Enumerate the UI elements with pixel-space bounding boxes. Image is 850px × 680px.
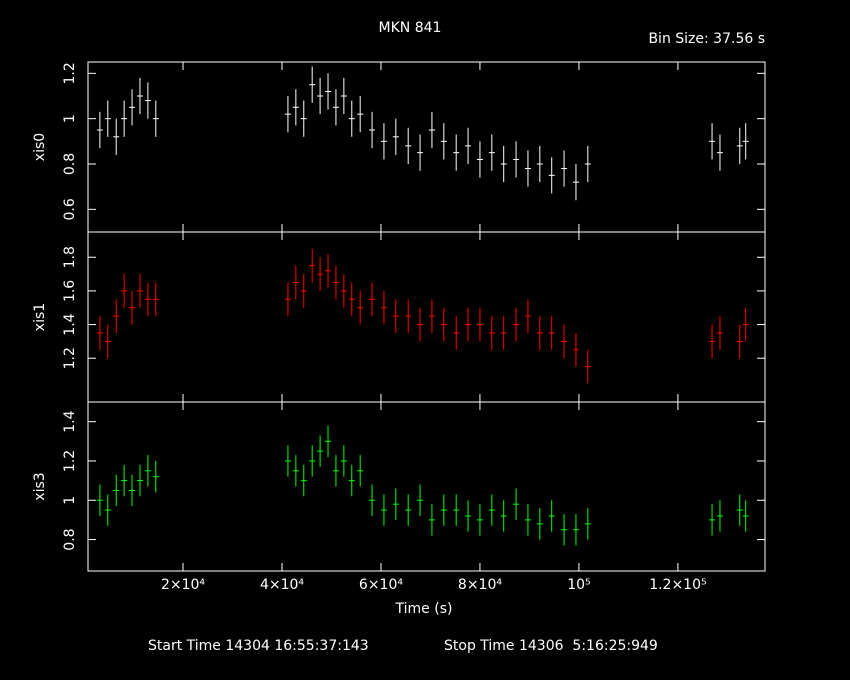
x-tick-label: 4×10⁴ (260, 577, 304, 593)
y-tick-label: 1.4 (62, 313, 78, 335)
y-tick-label: 1.8 (62, 246, 78, 268)
x-tick-label: 8×10⁴ (458, 577, 502, 593)
y-tick-label: 1 (62, 496, 78, 505)
y-axis-label: xis3 (32, 472, 48, 500)
y-tick-label: 1.2 (62, 62, 78, 84)
y-tick-label: 1.2 (62, 450, 78, 472)
y-tick-label: 0.6 (62, 198, 78, 220)
stop-time: Stop Time 14306 5:16:25:949 (444, 638, 658, 654)
x-tick-label: 6×10⁴ (359, 577, 403, 593)
y-axis-label: xis0 (32, 133, 48, 161)
y-axis-label: xis1 (32, 303, 48, 331)
y-tick-label: 0.8 (62, 153, 78, 175)
y-tick-label: 1.6 (62, 280, 78, 302)
x-axis-label: Time (s) (395, 601, 453, 617)
y-tick-label: 1.4 (62, 410, 78, 432)
chart-title: MKN 841 (379, 20, 442, 36)
x-tick-label: 10⁵ (567, 577, 590, 593)
bin-size: Bin Size: 37.56 s (648, 31, 765, 47)
x-tick-label: 2×10⁴ (161, 577, 205, 593)
panel-frame (87, 231, 766, 403)
y-tick-label: 1.2 (62, 347, 78, 369)
start-time: Start Time 14304 16:55:37:143 (148, 638, 369, 654)
y-tick-label: 0.8 (62, 528, 78, 550)
panel-frame (87, 401, 766, 572)
x-tick-label: 1.2×10⁵ (649, 577, 706, 593)
panel-frame (87, 61, 766, 233)
y-tick-label: 1 (62, 114, 78, 123)
